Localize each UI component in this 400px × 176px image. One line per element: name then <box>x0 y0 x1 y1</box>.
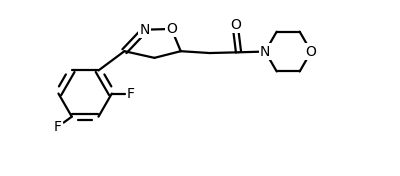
Text: F: F <box>127 87 135 100</box>
Text: N: N <box>260 45 270 59</box>
Text: F: F <box>54 120 62 134</box>
Text: O: O <box>230 17 241 32</box>
Text: O: O <box>166 22 177 36</box>
Text: O: O <box>306 45 316 59</box>
Text: N: N <box>140 23 150 37</box>
